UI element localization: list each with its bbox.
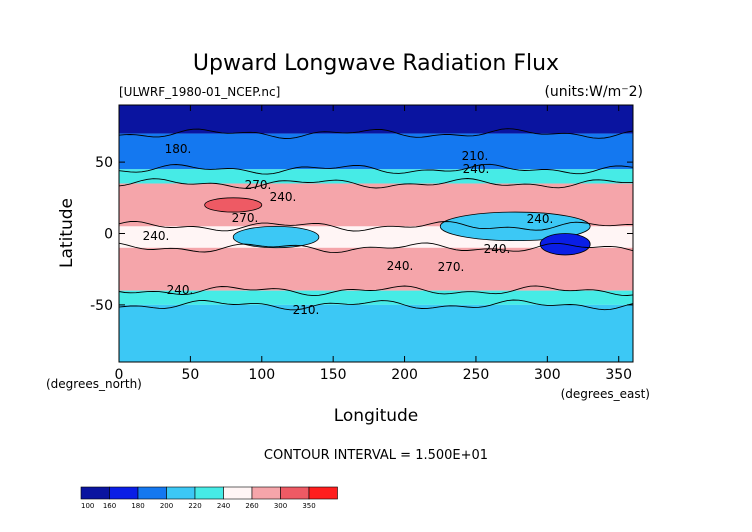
colorbar-level-label: 220 — [188, 502, 201, 510]
colorbar-swatch — [308, 486, 338, 500]
contour-line — [119, 178, 633, 189]
colorbar-level-label: 350 — [302, 502, 315, 510]
contour-label: 180. — [165, 142, 192, 156]
colorbar: 100 160 180 200 220 240 260 300 350 — [80, 486, 338, 510]
regional-features — [204, 197, 591, 256]
contour-interval-text: CONTOUR INTERVAL = 1.500E+01 — [264, 448, 488, 463]
y-tick-label: -50 — [90, 298, 113, 314]
contour-line — [119, 220, 633, 232]
contour-lines — [119, 128, 633, 311]
x-tick-label: 350 — [605, 367, 632, 383]
y-unit-label: (degrees_north) — [46, 377, 142, 391]
x-tick-label: 150 — [320, 367, 347, 383]
y-tick-label: 0 — [104, 227, 113, 243]
regional-feature — [439, 211, 591, 242]
contour-label: 240. — [270, 190, 297, 204]
contour-label: 240. — [527, 212, 554, 226]
x-tick-label: 100 — [248, 367, 275, 383]
contour-label: 240. — [463, 162, 490, 176]
colorbar-level-label: 100 — [81, 502, 94, 510]
colorbar-swatch — [80, 486, 110, 500]
contour-label: 240. — [387, 259, 414, 273]
zonal-band — [119, 169, 633, 184]
contour-labels: 180. 210.240.270.240.270.240.240.240. 270.… — [143, 142, 554, 317]
colorbar-level-label: 200 — [160, 502, 173, 510]
colorbar-swatch — [280, 486, 310, 500]
contour-label: 210. — [293, 303, 320, 317]
contour-label: 270. — [245, 178, 272, 192]
contour-line — [119, 242, 633, 254]
colorbar-level-label: 260 — [245, 502, 258, 510]
zonal-band — [119, 304, 633, 362]
source-label: [ULWRF_1980-01_NCEP.nc] — [119, 85, 280, 99]
colorbar-swatch — [194, 486, 224, 500]
colorbar-level-label: 160 — [103, 502, 116, 510]
y-axis-label: Latitude — [57, 198, 77, 268]
regional-feature — [204, 197, 263, 213]
x-axis-ticks: 0 50 100 150 200 250 300 350 — [115, 105, 632, 383]
colorbar-swatch — [137, 486, 167, 500]
zonal-band — [119, 247, 633, 291]
x-tick-label: 250 — [463, 367, 490, 383]
colorbar-level-label: 240 — [217, 502, 230, 510]
zonal-band — [119, 133, 633, 170]
colorbar-swatch — [166, 486, 196, 500]
x-tick-label: 50 — [181, 367, 199, 383]
contour-line — [119, 285, 633, 297]
contour-line — [119, 128, 633, 139]
x-tick-label: 300 — [534, 367, 561, 383]
contour-line — [119, 163, 633, 175]
colorbar-swatch — [251, 486, 281, 500]
regional-feature — [232, 225, 320, 249]
y-tick-label: 50 — [95, 155, 113, 171]
contour-label: 240. — [167, 283, 194, 297]
contour-label: 240. — [143, 229, 170, 243]
colorbar-swatch — [109, 486, 139, 500]
chart-title: Upward Longwave Radiation Flux — [193, 51, 559, 76]
contour-label: 270. — [232, 211, 259, 225]
x-axis-label: Longitude — [334, 406, 419, 426]
x-unit-label: (degrees_east) — [561, 387, 650, 401]
contour-line — [119, 299, 633, 311]
contour-label: 210. — [462, 149, 489, 163]
units-label: (units:W/m⁻2) — [544, 84, 643, 100]
contour-label: 240. — [484, 242, 511, 256]
contour-label: 270. — [438, 260, 465, 274]
x-tick-label: 0 — [115, 367, 124, 383]
colorbar-level-label: 180 — [131, 502, 144, 510]
plot-area — [119, 105, 633, 362]
y-axis-ticks: -50 0 50 — [90, 155, 633, 314]
colorbar-swatch — [223, 486, 253, 500]
x-tick-label: 200 — [391, 367, 418, 383]
colorbar-level-label: 300 — [274, 502, 287, 510]
